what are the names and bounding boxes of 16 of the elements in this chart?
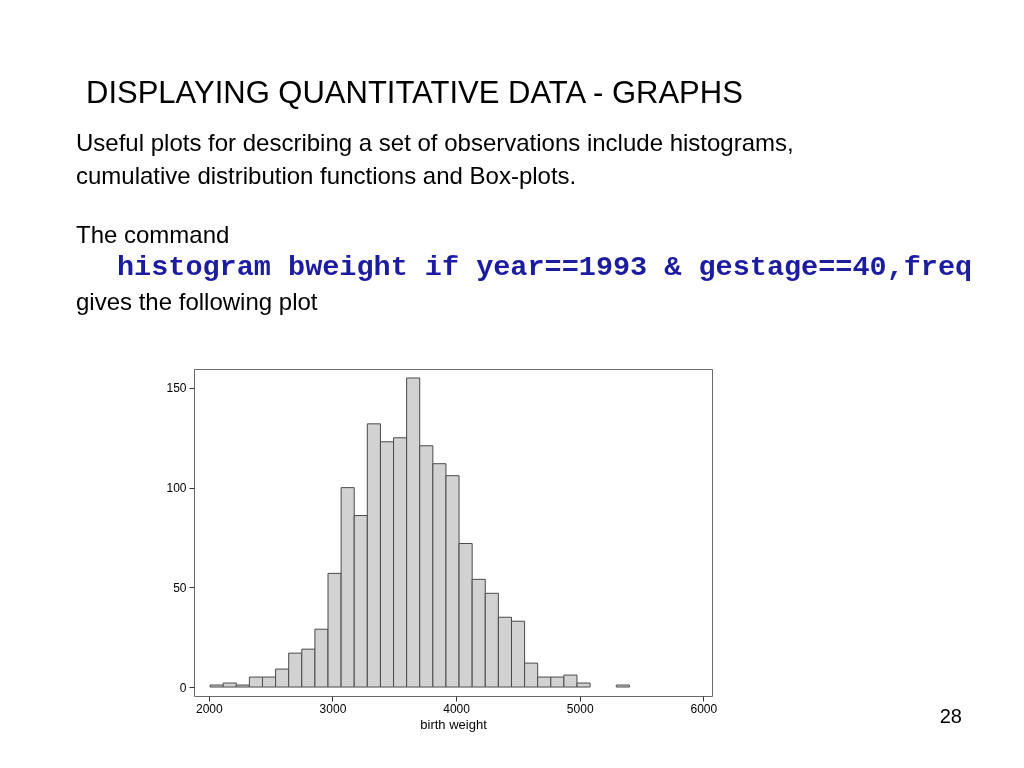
- x-tick-label: 6000: [690, 701, 718, 716]
- x-tick-label: 4000: [443, 701, 471, 716]
- text: 28: [939, 704, 962, 729]
- x-axis-title: birth weight: [420, 716, 488, 732]
- y-tick-label: 0: [179, 680, 187, 695]
- text: The command: [76, 220, 230, 250]
- x-tick-label: 5000: [566, 701, 594, 716]
- y-tick-label: 150: [166, 381, 187, 396]
- chart-title: DISPLAYING QUANTITATIVE DATA - GRAPHS: [86, 75, 743, 110]
- text: histogram bweight if year==1993 & gestage==40,freq: [117, 251, 973, 284]
- y-tick-label: 50: [173, 580, 187, 595]
- x-tick-label: 3000: [319, 701, 347, 716]
- chart-subtitle: Useful plots for describing a set of observations include histograms, cumulative distribution functions and Box-plots.: [76, 128, 795, 191]
- x-tick-label: 2000: [195, 701, 224, 716]
- text: gives the following plot: [76, 287, 318, 317]
- y-tick-label: 100: [166, 481, 187, 496]
